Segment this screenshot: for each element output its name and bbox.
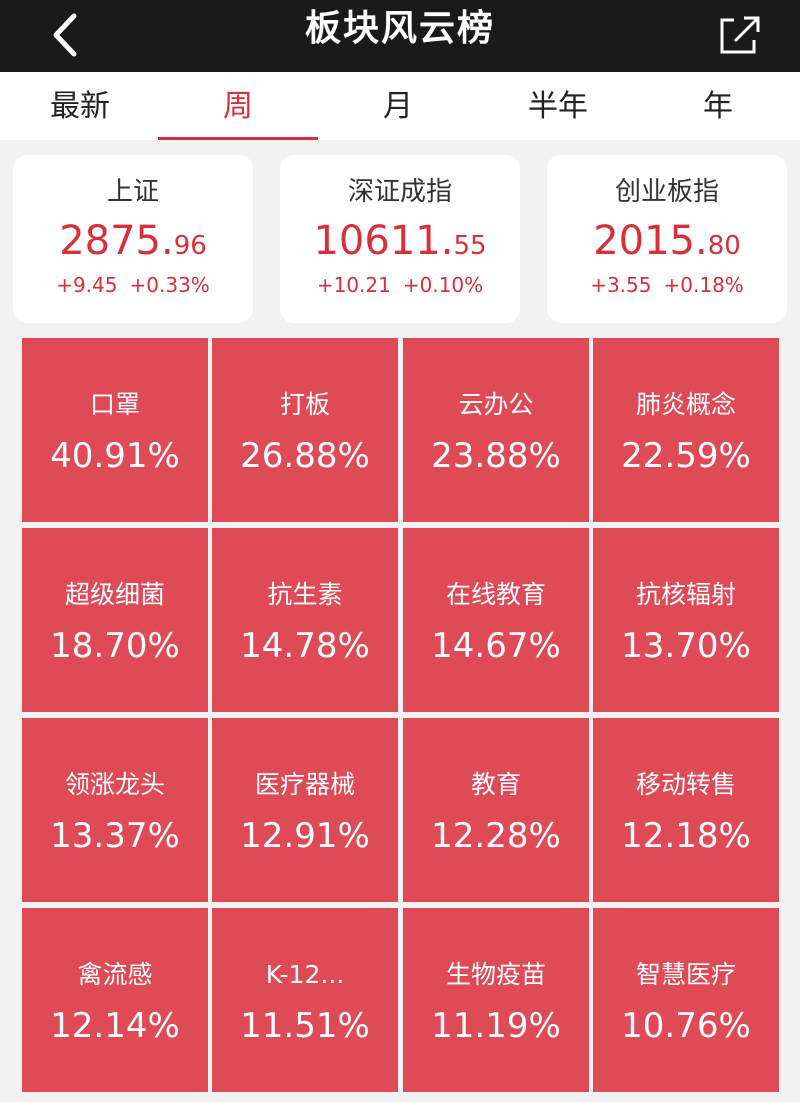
index-card-shanghai[interactable]: 上证 2875.96 +9.45 +0.33%: [13, 155, 253, 323]
sector-name: 医疗器械: [254, 770, 355, 799]
sector-name: 口罩: [89, 390, 140, 419]
sector-name: 云办公: [458, 390, 534, 419]
sector-tile[interactable]: K-12... 11.51%: [212, 908, 398, 1092]
sector-change: 12.28%: [431, 816, 561, 856]
sector-tile[interactable]: 在线教育 14.67%: [403, 528, 589, 712]
sector-change: 40.91%: [50, 436, 180, 476]
sector-tile[interactable]: 抗生素 14.78%: [212, 528, 398, 712]
change-percent: +0.10%: [402, 273, 484, 297]
change-percent: +0.18%: [663, 273, 744, 297]
change-value: +3.55: [590, 273, 652, 297]
sector-change: 11.51%: [240, 1006, 370, 1046]
index-card-shenzhen[interactable]: 深证成指 10611.55 +10.21 +0.10%: [280, 155, 520, 323]
back-button[interactable]: [44, 10, 94, 60]
price-decimal: 55: [453, 231, 487, 261]
share-button[interactable]: [716, 10, 764, 58]
index-name: 创业板指: [614, 177, 719, 207]
sector-name: 超级细菌: [64, 580, 165, 609]
index-card-chinext[interactable]: 创业板指 2015.80 +3.55 +0.18%: [547, 155, 787, 323]
share-icon: [720, 16, 760, 54]
sector-change: 26.88%: [240, 436, 370, 476]
period-tabs: 最新 周 月 半年 年: [0, 72, 800, 140]
sector-tile[interactable]: 领涨龙头 13.37%: [22, 718, 208, 902]
sector-change: 22.59%: [621, 436, 751, 476]
sector-change: 14.67%: [431, 626, 561, 666]
sector-change: 23.88%: [431, 436, 561, 476]
sector-name: 肺炎概念: [635, 390, 736, 419]
sector-tile[interactable]: 教育 12.28%: [403, 718, 589, 902]
sector-tile[interactable]: 抗核辐射 13.70%: [593, 528, 779, 712]
page-title: 板块风云榜: [304, 8, 495, 49]
index-change: +10.21 +0.10%: [280, 271, 520, 299]
sector-change: 18.70%: [50, 626, 180, 666]
top-bar: 板块风云榜: [0, 0, 800, 72]
index-price: 10611.55: [280, 219, 520, 263]
tab-half-year[interactable]: 半年: [528, 89, 588, 124]
sector-name: 在线教育: [445, 580, 546, 609]
sector-tile[interactable]: 移动转售 12.18%: [593, 718, 779, 902]
change-percent: +0.33%: [129, 273, 210, 297]
index-cards: 上证 2875.96 +9.45 +0.33% 深证成指 10611.55 +10…: [0, 140, 800, 335]
sector-change: 14.78%: [240, 626, 370, 666]
tab-year[interactable]: 年: [703, 89, 733, 124]
index-price: 2875.96: [13, 219, 253, 263]
sector-name: 教育: [470, 770, 521, 799]
sector-tile[interactable]: 超级细菌 18.70%: [22, 528, 208, 712]
index-name: 深证成指: [347, 177, 452, 207]
price-integer: 2875.: [59, 218, 174, 264]
sector-name: 生物疫苗: [445, 960, 546, 989]
price-integer: 10611.: [313, 218, 454, 264]
tab-month[interactable]: 月: [383, 89, 413, 124]
sector-name: K-12...: [265, 960, 345, 989]
index-change: +3.55 +0.18%: [547, 271, 787, 299]
sector-change: 13.37%: [50, 816, 180, 856]
sector-tile[interactable]: 云办公 23.88%: [403, 338, 589, 522]
sector-name: 禽流感: [77, 960, 153, 989]
sector-change: 12.14%: [50, 1006, 180, 1046]
sector-change: 12.18%: [621, 816, 751, 856]
sector-tile[interactable]: 肺炎概念 22.59%: [593, 338, 779, 522]
sector-change: 12.91%: [240, 816, 370, 856]
sector-name: 打板: [279, 390, 330, 419]
price-integer: 2015.: [593, 218, 708, 264]
sector-tile[interactable]: 口罩 40.91%: [22, 338, 208, 522]
sector-name: 智慧医疗: [635, 960, 736, 989]
sector-grid: 口罩 40.91% 打板 26.88% 云办公 23.88% 肺炎概念 22.5…: [22, 338, 779, 1102]
tab-week[interactable]: 周: [158, 72, 318, 140]
index-change: +9.45 +0.33%: [13, 271, 253, 299]
tab-latest[interactable]: 最新: [50, 89, 110, 124]
sector-name: 抗生素: [267, 580, 343, 609]
sector-change: 13.70%: [621, 626, 751, 666]
sector-change: 10.76%: [621, 1006, 751, 1046]
index-price: 2015.80: [547, 219, 787, 263]
sector-tile[interactable]: 禽流感 12.14%: [22, 908, 208, 1092]
change-value: +10.21: [316, 273, 391, 297]
price-decimal: 80: [707, 231, 741, 261]
sector-name: 抗核辐射: [635, 580, 736, 609]
sector-tile[interactable]: 生物疫苗 11.19%: [403, 908, 589, 1092]
sector-tile[interactable]: 打板 26.88%: [212, 338, 398, 522]
sector-name: 领涨龙头: [64, 770, 165, 799]
price-decimal: 96: [173, 231, 207, 261]
sector-change: 11.19%: [431, 1006, 561, 1046]
index-name: 上证: [106, 177, 159, 207]
sector-tile[interactable]: 医疗器械 12.91%: [212, 718, 398, 902]
sector-name: 移动转售: [635, 770, 736, 799]
sector-tile[interactable]: 智慧医疗 10.76%: [593, 908, 779, 1092]
chevron-left-icon: [53, 13, 77, 57]
change-value: +9.45: [56, 273, 118, 297]
